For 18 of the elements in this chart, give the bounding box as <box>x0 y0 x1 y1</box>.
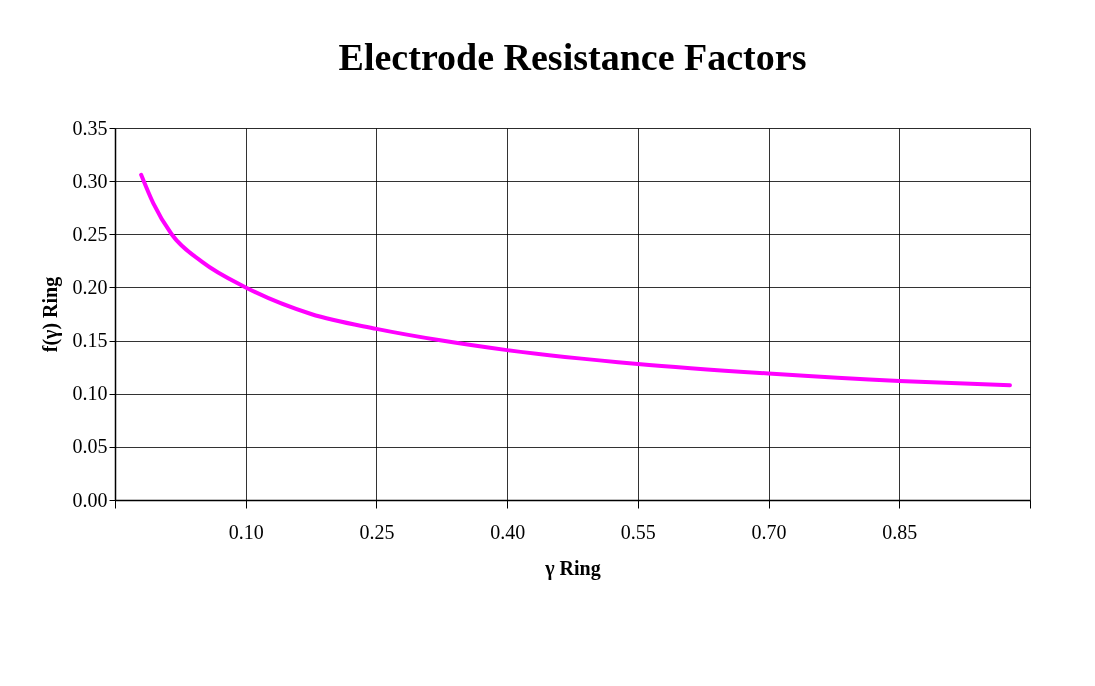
y-tick-label: 0.05 <box>72 435 108 458</box>
y-axis-title: f(γ) Ring <box>38 276 62 353</box>
y-tick-label: 0.30 <box>72 169 108 192</box>
y-tick-label: 0.00 <box>72 488 108 511</box>
x-tick-label: 0.40 <box>490 520 526 543</box>
y-tick-label: 0.25 <box>72 222 108 245</box>
x-tick-label: 0.85 <box>882 520 918 543</box>
x-tick-label: 0.55 <box>620 520 656 543</box>
chart-title: Electrode Resistance Factors <box>338 36 807 78</box>
x-tick-label: 0.70 <box>751 520 787 543</box>
x-tick-label: 0.25 <box>359 520 395 543</box>
y-tick-label: 0.35 <box>72 116 108 139</box>
y-tick-label: 0.10 <box>72 382 108 405</box>
line-series <box>139 172 1012 388</box>
x-tick-label: 0.10 <box>228 520 264 543</box>
y-tick-label: 0.15 <box>72 329 108 352</box>
x-axis-title: γ Ring <box>544 556 601 580</box>
y-tick-label: 0.20 <box>72 275 108 298</box>
